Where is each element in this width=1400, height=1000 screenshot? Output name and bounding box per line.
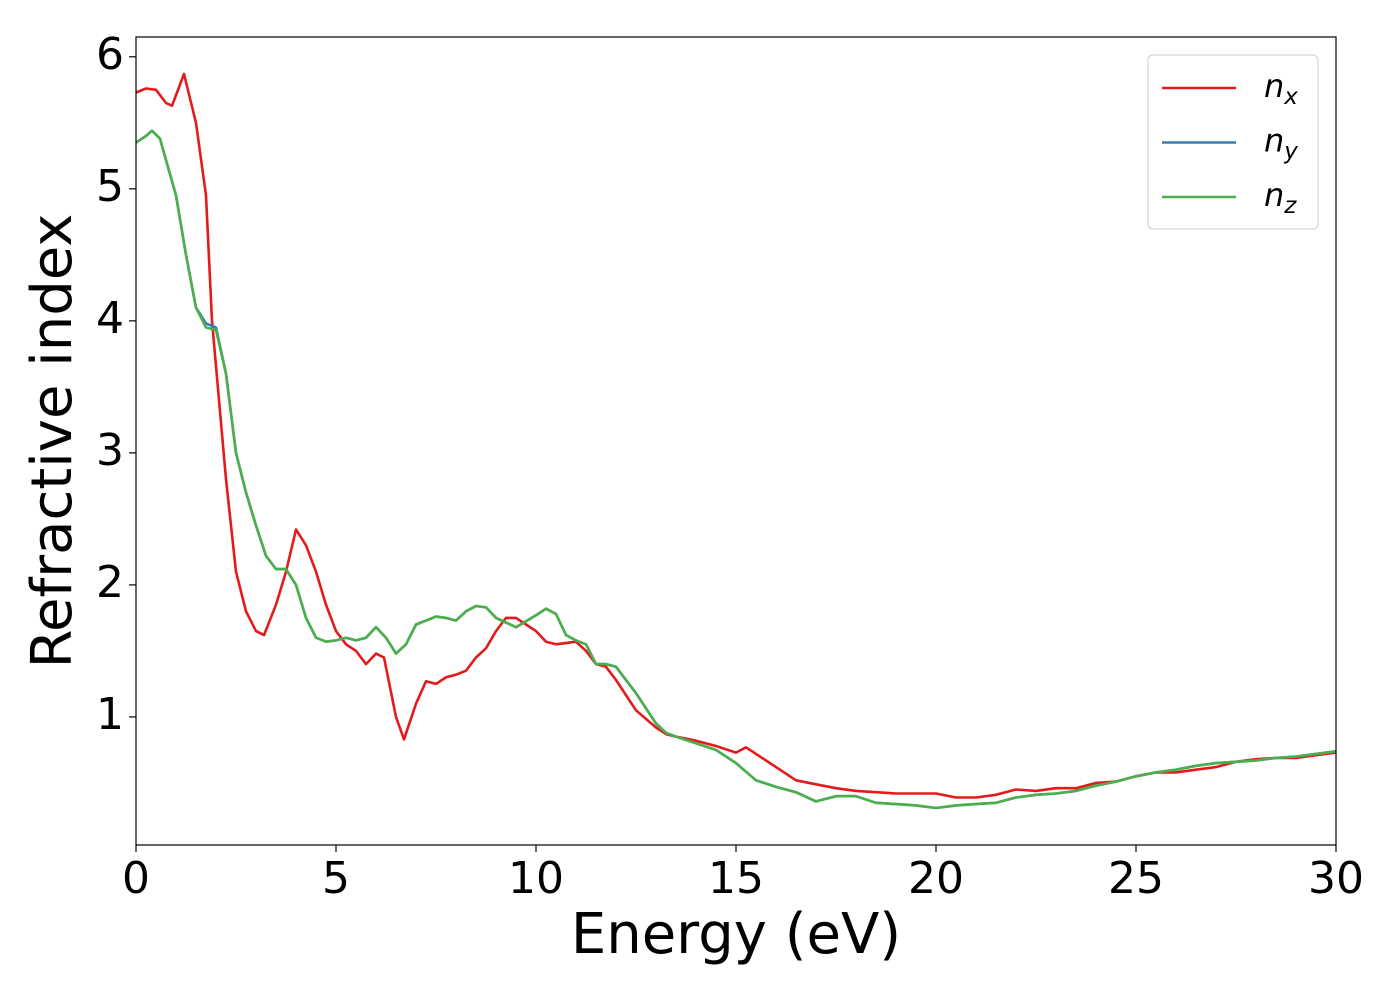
y-tick-label: 4 bbox=[96, 293, 124, 344]
plot-frame bbox=[135, 36, 1337, 846]
x-tick-label: 15 bbox=[708, 853, 764, 904]
y-tick-label: 6 bbox=[96, 29, 124, 80]
x-tick-label: 30 bbox=[1308, 853, 1364, 904]
x-tick-label: 25 bbox=[1108, 853, 1164, 904]
x-tick-label: 10 bbox=[508, 853, 564, 904]
legend-label: nz bbox=[1264, 176, 1297, 219]
x-tick-label: 0 bbox=[122, 853, 150, 904]
y-tick-label: 3 bbox=[96, 425, 124, 476]
plot-lines bbox=[136, 72, 1336, 810]
legend-sub: y bbox=[1283, 138, 1298, 164]
legend-label: nx bbox=[1264, 67, 1298, 110]
y-tick-label: 5 bbox=[96, 161, 124, 212]
series-line bbox=[136, 129, 1336, 810]
legend-sub: z bbox=[1283, 193, 1297, 219]
y-tick-label: 1 bbox=[96, 689, 124, 740]
series-line bbox=[136, 72, 1336, 799]
x-tick-label: 5 bbox=[322, 853, 350, 904]
legend-main: n bbox=[1264, 122, 1284, 160]
x-tick-label: 20 bbox=[908, 853, 964, 904]
series-line bbox=[136, 129, 1336, 810]
y-tick-label: 2 bbox=[96, 557, 124, 608]
legend-label: ny bbox=[1264, 122, 1298, 165]
y-axis-label: Refractive index bbox=[20, 214, 85, 669]
x-axis-label: Energy (eV) bbox=[571, 902, 901, 967]
legend-main: n bbox=[1264, 67, 1284, 105]
legend-sub: x bbox=[1283, 84, 1298, 110]
legend-main: n bbox=[1264, 176, 1284, 214]
